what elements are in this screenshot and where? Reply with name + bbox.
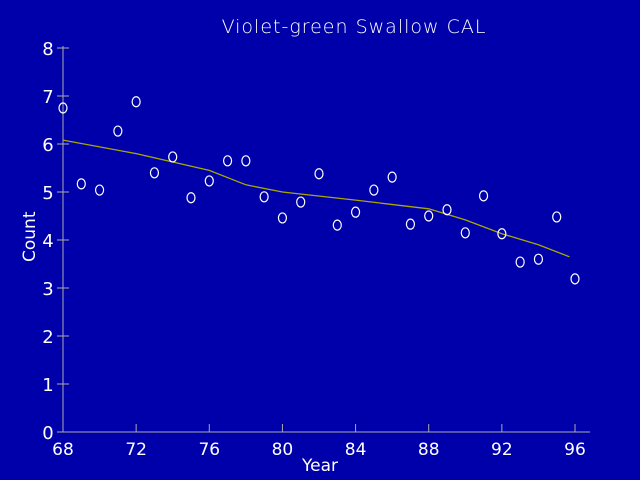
data-point-marker xyxy=(58,102,68,114)
data-point-marker xyxy=(405,218,416,230)
axes: 0 1 2 3 4 5 6 7 8 68 72 76 80 84 88 92 96 xyxy=(42,39,590,460)
y-tick-label: 0 xyxy=(42,423,53,444)
x-tick-label: 84 xyxy=(345,440,367,460)
data-point-marker xyxy=(149,167,160,179)
y-tick-label: 4 xyxy=(42,231,53,252)
x-axis-label: Year xyxy=(302,456,338,476)
data-point-marker xyxy=(168,151,178,163)
data-point-marker xyxy=(76,178,86,190)
trend-line xyxy=(62,139,570,258)
data-point-marker xyxy=(350,206,361,218)
data-point-marker xyxy=(515,256,525,268)
data-points xyxy=(58,96,580,285)
data-point-marker xyxy=(424,210,434,222)
data-point-marker xyxy=(113,125,123,137)
x-tick-label: 76 xyxy=(198,440,220,460)
data-point-marker xyxy=(222,155,233,167)
y-tick-label: 6 xyxy=(42,135,53,156)
y-tick-label: 1 xyxy=(42,375,53,396)
data-point-marker xyxy=(296,196,306,208)
y-tick-label: 7 xyxy=(42,87,53,108)
data-point-marker xyxy=(442,204,452,216)
data-point-marker xyxy=(186,192,196,204)
data-point-marker xyxy=(460,227,470,239)
y-tick-label: 3 xyxy=(42,279,53,300)
y-tick-label: 5 xyxy=(42,183,53,204)
data-point-marker xyxy=(552,211,562,223)
y-axis-label: Count xyxy=(20,211,40,263)
data-point-marker xyxy=(570,273,580,285)
y-tick-label: 8 xyxy=(42,39,53,60)
data-point-marker xyxy=(533,253,544,265)
data-point-marker xyxy=(387,171,397,183)
data-point-marker xyxy=(478,190,489,202)
data-point-marker xyxy=(131,96,141,108)
data-point-marker xyxy=(497,228,507,240)
chart-title: Violet-green Swallow CAL xyxy=(221,16,487,38)
y-tick-label: 2 xyxy=(42,327,53,348)
data-point-marker xyxy=(277,212,288,224)
data-point-marker xyxy=(94,184,105,196)
data-point-marker xyxy=(259,191,269,203)
trend-polyline xyxy=(62,139,570,258)
x-tick-label: 72 xyxy=(125,440,147,460)
x-tick-label: 68 xyxy=(52,440,74,460)
x-tick-label: 88 xyxy=(418,440,440,460)
x-tick-label: 96 xyxy=(564,440,586,460)
data-point-marker xyxy=(241,155,251,167)
data-point-marker xyxy=(332,219,342,231)
x-tick-label: 80 xyxy=(272,440,294,460)
data-point-marker xyxy=(314,168,324,180)
x-tick-label: 92 xyxy=(491,440,513,460)
data-point-marker xyxy=(204,175,214,187)
data-point-marker xyxy=(369,184,379,196)
